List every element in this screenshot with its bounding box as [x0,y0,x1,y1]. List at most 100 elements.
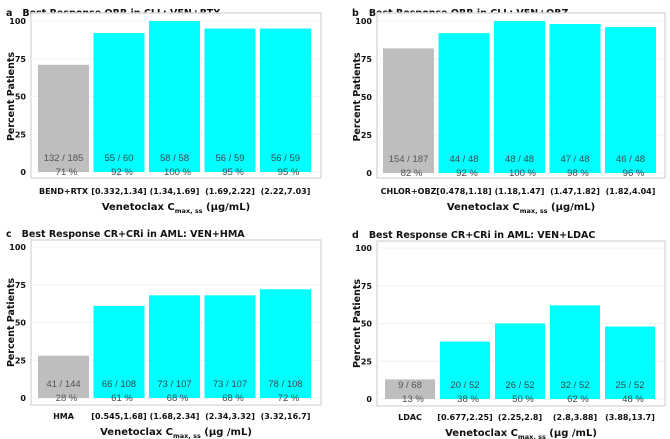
bar-1 [383,48,434,173]
bar-2 [93,33,145,172]
y-tick-label: 50 [15,319,27,328]
bar-2 [93,305,145,398]
y-tick-label: 0 [20,168,26,177]
panel-a: aBest Response ORR in CLL: VEN+RTX025507… [6,8,322,215]
x-axis-label-unit: (μg/mL) [203,202,251,213]
x-axis-label-main: Venetoclax C [102,202,175,213]
x-axis-label-unit: (μg /mL) [201,427,252,438]
y-tick-label: 0 [366,169,372,178]
bar-count-label: 73 / 107 [213,379,247,390]
bar-percent-label: 95 % [222,167,244,178]
bar-2 [438,33,490,173]
y-tick-label: 75 [15,281,27,290]
x-axis-label-subscript: max, ss [518,433,546,439]
bar-count-label: 56 / 59 [271,153,300,164]
bar-percent-label: 92 % [456,168,478,179]
y-tick-label: 25 [15,356,27,365]
x-tick-label: (3.88,13.7] [605,413,655,422]
x-tick-label: (1.18,1.47] [495,187,545,196]
x-axis-label-main: Venetoclax C [445,428,518,439]
y-tick-label: 100 [9,243,26,252]
x-tick-label: [0.332,1.34] [91,187,146,196]
y-axis-label: Percent Patients [352,279,363,368]
x-tick-label: (1.68,2.34] [150,412,200,421]
x-axis-label: Venetoclax Cmax, ss (μg /mL) [445,428,597,439]
x-axis-label: Venetoclax Cmax, ss (μg /mL) [100,427,252,439]
bar-count-label: 55 / 60 [104,153,133,164]
y-tick-label: 25 [361,131,373,140]
bar-3 [149,21,200,172]
bar-count-label: 48 / 48 [505,154,534,165]
bar-percent-label: 28 % [56,393,78,404]
y-axis-label: Percent Patients [6,278,17,367]
bar-3 [494,21,545,173]
bar-3 [495,323,545,399]
bar-5 [605,27,656,173]
x-axis-label-unit: (μg /mL) [546,428,597,439]
bar-count-label: 132 / 185 [44,153,84,164]
x-tick-label: (1.69,2.22] [205,187,255,196]
bar-percent-label: 48 % [622,394,644,405]
bar-percent-label: 98 % [567,168,589,179]
bar-percent-label: 13 % [402,394,424,405]
bar-percent-label: 61 % [111,393,133,404]
bar-count-label: 56 / 59 [215,153,244,164]
bar-percent-label: 68 % [167,393,189,404]
x-tick-label: HMA [53,412,75,421]
panel-title: c Best Response CR+CRi in AML: VEN+HMA [6,229,245,240]
bar-percent-label: 72 % [278,393,300,404]
x-tick-label: [0.677,2.25] [437,413,492,422]
x-axis-label-unit: (μg/mL) [548,202,596,213]
bar-1 [385,379,435,399]
x-tick-label: (2.22,7.03] [261,187,311,196]
bar-percent-label: 92 % [111,167,133,178]
panel-title-text: Best Response CR+CRi in AML: VEN+LDAC [369,230,596,241]
bar-count-label: 26 / 52 [505,380,534,391]
bar-percent-label: 96 % [623,168,645,179]
bar-percent-label: 68 % [222,393,244,404]
bar-percent-label: 71 % [56,167,78,178]
x-tick-label: (2.25,2.8] [498,413,542,422]
y-tick-label: 25 [15,130,27,139]
bar-count-label: 9 / 68 [398,380,422,391]
x-axis-label-main: Venetoclax C [447,202,520,213]
y-tick-label: 50 [361,93,373,102]
bar-4 [550,305,600,399]
x-tick-label: (1.82,4.04] [606,187,656,196]
bar-count-label: 73 / 107 [157,379,191,390]
bar-5 [260,289,311,398]
y-tick-label: 50 [361,320,373,329]
bar-percent-label: 82 % [401,168,423,179]
y-tick-label: 75 [15,55,27,64]
bar-percent-label: 62 % [567,394,589,405]
x-axis-label-main: Venetoclax C [100,427,173,438]
y-tick-label: 100 [355,17,372,26]
bar-5 [260,28,311,172]
x-tick-label: (1.47,1.82] [550,187,600,196]
panel-letter: d [352,230,359,241]
bar-1 [38,355,89,398]
x-tick-label: [0.478,1.18] [436,187,491,196]
bar-count-label: 25 / 52 [615,380,644,391]
x-axis-label-subscript: max, ss [175,207,203,215]
y-axis-label: Percent Patients [6,52,17,141]
bar-1 [38,64,89,172]
bar-percent-label: 95 % [278,167,300,178]
y-tick-label: 100 [9,17,26,26]
panel-c: c Best Response CR+CRi in AML: VEN+HMA 0 25… [6,229,322,439]
y-tick-label: 25 [361,357,373,366]
panel-letter: b [352,8,359,19]
panel-title: d Best Response CR+CRi in AML: VEN+LDAC [352,230,595,241]
bar-count-label: 20 / 52 [450,380,479,391]
bar-percent-label: 50 % [512,394,534,405]
bar-count-label: 41 / 144 [46,379,80,390]
bar-count-label: 32 / 52 [560,380,589,391]
bar-percent-label: 100 % [509,168,536,179]
panel-title-text: Best Response CR+CRi in AML: VEN+HMA [22,229,246,240]
y-axis-label: Percent Patients [352,52,363,141]
bar-count-label: 46 / 48 [616,154,645,165]
panel-letter: a [6,8,12,19]
y-tick-label: 75 [361,282,373,291]
x-axis-label-subscript: max, ss [173,432,201,439]
x-tick-label: [0.545,1.68] [91,412,146,421]
